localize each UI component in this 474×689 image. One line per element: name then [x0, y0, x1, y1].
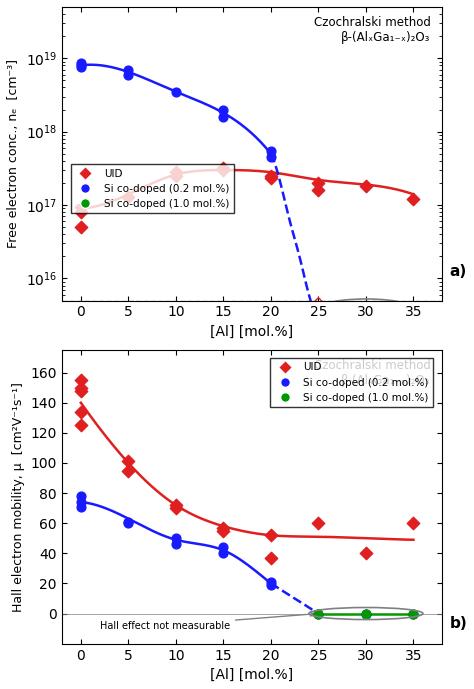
Y-axis label: Free electron conc., nₑ  [cm⁻³]: Free electron conc., nₑ [cm⁻³] [7, 59, 20, 248]
Point [315, 178, 322, 189]
Point [77, 60, 85, 71]
Point [172, 503, 180, 514]
Point [172, 539, 180, 550]
Point [125, 465, 132, 476]
Point [172, 167, 180, 178]
Point [172, 500, 180, 511]
Point [410, 194, 417, 205]
Point [219, 111, 227, 122]
Point [77, 222, 85, 233]
Point [219, 104, 227, 115]
Point [362, 181, 370, 192]
Point [315, 185, 322, 196]
Point [315, 608, 322, 619]
Point [125, 516, 132, 527]
Point [219, 542, 227, 553]
Point [362, 608, 370, 619]
Point [77, 501, 85, 512]
Point [410, 311, 417, 322]
Point [267, 530, 275, 541]
Point [267, 553, 275, 564]
Point [267, 577, 275, 588]
Point [77, 491, 85, 502]
Point [77, 375, 85, 386]
Point [125, 191, 132, 202]
Text: Hall effect not measurable: Hall effect not measurable [0, 688, 1, 689]
Point [172, 533, 180, 544]
Point [77, 385, 85, 396]
Text: Czochralski method
β-(AlₓGa₁₋ₓ)₂O₃: Czochralski method β-(AlₓGa₁₋ₓ)₂O₃ [314, 359, 430, 387]
Point [77, 420, 85, 431]
Point [172, 86, 180, 97]
Point [219, 548, 227, 559]
Point [362, 608, 370, 619]
Point [172, 170, 180, 181]
Point [77, 201, 85, 212]
Point [362, 311, 370, 322]
Legend: UID, Si co-doped (0.2 mol.%), Si co-doped (1.0 mol.%): UID, Si co-doped (0.2 mol.%), Si co-dope… [270, 358, 433, 407]
Legend: UID, Si co-doped (0.2 mol.%), Si co-doped (1.0 mol.%): UID, Si co-doped (0.2 mol.%), Si co-dope… [71, 165, 234, 213]
Point [77, 62, 85, 73]
Point [315, 311, 322, 322]
Point [219, 165, 227, 176]
Point [267, 173, 275, 184]
Point [362, 311, 370, 322]
Point [315, 298, 322, 309]
Point [125, 456, 132, 467]
Point [77, 58, 85, 69]
Point [77, 382, 85, 393]
Point [125, 69, 132, 80]
Point [315, 608, 322, 619]
Point [219, 525, 227, 536]
Point [315, 517, 322, 528]
Point [410, 608, 417, 619]
Point [362, 548, 370, 559]
Point [219, 522, 227, 533]
Point [125, 64, 132, 75]
Point [267, 145, 275, 156]
Point [77, 407, 85, 418]
Text: a): a) [449, 264, 467, 278]
Point [125, 517, 132, 528]
X-axis label: [Al] [mol.%]: [Al] [mol.%] [210, 668, 293, 682]
Y-axis label: Hall electron mobility, μ  [cm²V⁻¹s⁻¹]: Hall electron mobility, μ [cm²V⁻¹s⁻¹] [12, 382, 25, 612]
Point [77, 207, 85, 218]
Point [410, 517, 417, 528]
Point [77, 497, 85, 508]
Text: b): b) [449, 615, 467, 630]
Text: Hall effect not measurable: Hall effect not measurable [100, 613, 314, 630]
Point [267, 152, 275, 163]
Point [267, 170, 275, 181]
Point [267, 579, 275, 590]
Point [410, 608, 417, 619]
X-axis label: [Al] [mol.%]: [Al] [mol.%] [210, 325, 293, 339]
Text: Czochralski method
β-(AlₓGa₁₋ₓ)₂O₃: Czochralski method β-(AlₓGa₁₋ₓ)₂O₃ [314, 16, 430, 44]
Point [315, 311, 322, 322]
Point [219, 163, 227, 174]
Point [410, 311, 417, 322]
